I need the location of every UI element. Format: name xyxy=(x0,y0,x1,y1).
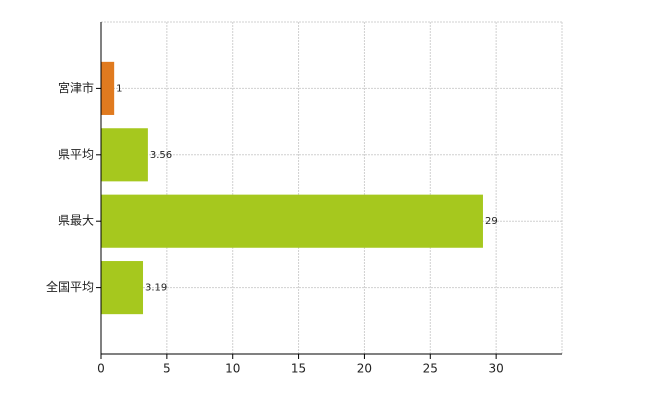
x-tick-label: 30 xyxy=(489,362,504,376)
y-tick-label: 全国平均 xyxy=(46,279,94,294)
y-tick-label: 県平均 xyxy=(58,147,94,161)
value-label: 3.56 xyxy=(150,150,172,161)
bar xyxy=(101,194,483,248)
x-tick-label: 0 xyxy=(97,362,105,376)
value-label: 1 xyxy=(116,83,122,94)
bar xyxy=(101,261,144,315)
x-tick-label: 10 xyxy=(225,362,240,376)
y-tick-label: 県最大 xyxy=(58,214,94,228)
bar xyxy=(101,128,148,182)
value-label: 29 xyxy=(485,216,498,227)
x-tick-label: 5 xyxy=(163,362,171,376)
x-tick-label: 15 xyxy=(291,362,306,376)
x-tick-label: 20 xyxy=(357,362,372,376)
bar xyxy=(101,61,115,115)
value-label: 3.19 xyxy=(145,283,167,294)
y-tick-label: 宮津市 xyxy=(58,80,94,95)
x-tick-label: 25 xyxy=(423,362,438,376)
